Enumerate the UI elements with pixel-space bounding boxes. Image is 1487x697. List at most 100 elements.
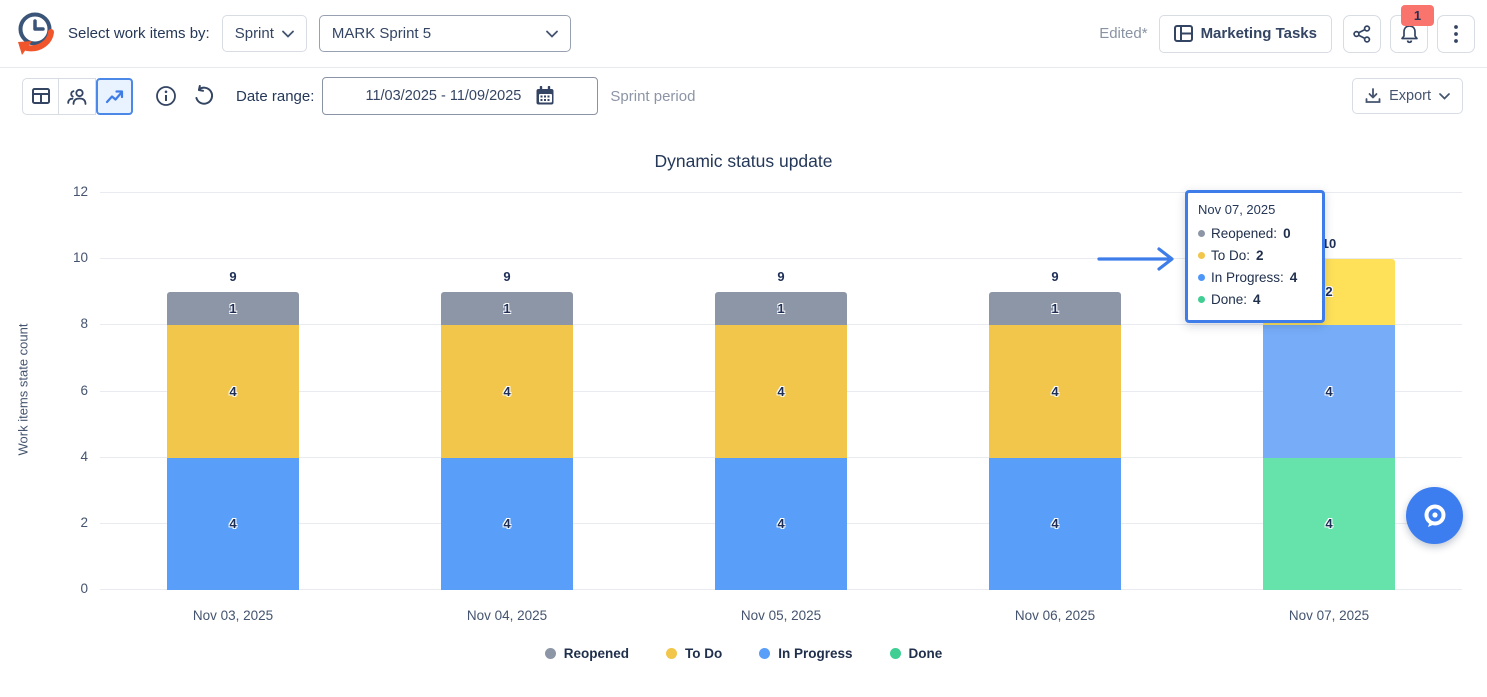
- info-icon: [156, 86, 176, 106]
- segment-value-label: 4: [1325, 515, 1333, 531]
- export-button[interactable]: Export: [1352, 78, 1463, 114]
- mode-dropdown-value: Sprint: [234, 25, 274, 42]
- bar-segment-done[interactable]: [1263, 457, 1395, 590]
- y-tick-label: 12: [72, 184, 88, 199]
- segment-value-label: 4: [1325, 383, 1333, 399]
- bell-icon: [1400, 24, 1418, 43]
- y-tick-label: 10: [72, 250, 88, 266]
- legend-item-done[interactable]: Done: [889, 646, 943, 661]
- chevron-down-icon: [546, 30, 558, 38]
- legend-dot: [759, 648, 771, 659]
- chart-legend: Reopened To Do In Progress Done: [0, 646, 1487, 661]
- share-icon: [1353, 24, 1371, 43]
- x-axis-label: Nov 05, 2025: [740, 608, 822, 623]
- legend-item-to-do[interactable]: To Do: [665, 646, 722, 661]
- download-icon: [1365, 88, 1381, 103]
- segment-value-label: 4: [229, 383, 237, 399]
- bar-segment-in-progress[interactable]: [441, 457, 573, 590]
- segment-value-label: 2: [1325, 284, 1333, 300]
- view-switcher: [22, 77, 133, 115]
- tooltip-series-value: 2: [1256, 247, 1264, 263]
- legend-label: Done: [908, 646, 943, 661]
- segment-value-label: 4: [229, 515, 237, 531]
- tooltip-row-reopened: Reopened: 0: [1198, 222, 1312, 244]
- support-widget-button[interactable]: [1406, 487, 1463, 544]
- x-axis-label: Nov 06, 2025: [1014, 608, 1096, 623]
- chart-view-button[interactable]: [96, 77, 133, 115]
- more-options-button[interactable]: [1437, 14, 1475, 53]
- chart-tooltip: Nov 07, 2025 Reopened: 0 To Do: 2 In Progr…: [1185, 190, 1325, 323]
- bar-segment-reopened[interactable]: [441, 292, 573, 326]
- y-tick-label: 8: [80, 316, 88, 332]
- bar-segment-reopened[interactable]: [715, 292, 847, 326]
- bar-segment-to-do[interactable]: [715, 325, 847, 458]
- segment-value-label: 4: [1051, 383, 1059, 399]
- bar-total-label: 9: [777, 269, 785, 285]
- edited-status-label: Edited*: [1099, 25, 1148, 42]
- gridline: [100, 192, 1462, 193]
- sprint-select-value: MARK Sprint 5: [331, 25, 432, 42]
- bar-segment-in-progress[interactable]: [1263, 325, 1395, 458]
- tooltip-dot: [1198, 273, 1205, 281]
- notification-count-badge: 1: [1401, 4, 1434, 26]
- legend-dot: [544, 648, 556, 659]
- date-range-input[interactable]: 11/03/2025 - 11/09/2025: [322, 77, 599, 115]
- table-view-button[interactable]: [22, 77, 59, 115]
- legend-item-reopened[interactable]: Reopened: [544, 646, 629, 661]
- bar-segment-to-do[interactable]: [441, 325, 573, 458]
- x-axis-label: Nov 03, 2025: [192, 608, 274, 623]
- chevron-down-icon: [282, 30, 294, 38]
- bar-segment-in-progress[interactable]: [167, 457, 299, 590]
- legend-item-in-progress[interactable]: In Progress: [759, 646, 853, 661]
- tooltip-dot: [1198, 229, 1205, 237]
- date-range-value: 11/03/2025 - 11/09/2025: [365, 88, 522, 104]
- chart-toolbar: Date range: 11/03/2025 - 11/09/2025 Spri…: [0, 68, 1487, 124]
- share-button[interactable]: [1343, 14, 1381, 53]
- select-work-items-label: Select work items by:: [68, 25, 210, 42]
- segment-value-label: 1: [777, 300, 785, 316]
- segment-value-label: 4: [777, 383, 785, 399]
- bar-segment-reopened[interactable]: [167, 292, 299, 326]
- support-widget-icon: [1424, 504, 1445, 527]
- plot-area: 0441904419044190441944210: [100, 192, 1462, 590]
- dynamic-status-chart: Dynamic status update Work items state c…: [0, 124, 1487, 697]
- legend-label: In Progress: [778, 646, 853, 661]
- notifications-button[interactable]: 1: [1390, 4, 1434, 53]
- legend-dot: [889, 648, 901, 659]
- stacked-bar-nov-06-2025[interactable]: 04419: [989, 193, 1121, 590]
- board-button[interactable]: Marketing Tasks: [1158, 14, 1332, 53]
- refresh-button[interactable]: [186, 78, 222, 114]
- refresh-icon: [195, 85, 214, 105]
- people-view-button[interactable]: [59, 77, 96, 115]
- board-button-label: Marketing Tasks: [1200, 25, 1317, 42]
- y-tick-label: 2: [80, 514, 88, 530]
- tooltip-series-value: 0: [1283, 225, 1291, 241]
- tooltip-series-label: To Do:: [1211, 247, 1251, 263]
- segment-value-label: 4: [503, 515, 511, 531]
- bar-segment-in-progress[interactable]: [989, 457, 1121, 590]
- info-button[interactable]: [148, 78, 184, 114]
- chevron-down-icon: [1439, 92, 1450, 100]
- bar-segment-to-do[interactable]: [167, 325, 299, 458]
- stacked-bar-nov-07-2025[interactable]: 4 4 2 10: [1263, 193, 1395, 590]
- tooltip-series-label: Reopened:: [1211, 225, 1278, 241]
- sprint-select[interactable]: MARK Sprint 5: [318, 15, 571, 52]
- stacked-bar-nov-05-2025[interactable]: 04419: [715, 193, 847, 590]
- bar-total-label: 9: [503, 269, 511, 285]
- segment-value-label: 4: [777, 515, 785, 531]
- legend-dot: [665, 648, 677, 659]
- people-icon: [67, 88, 87, 105]
- y-tick-label: 0: [80, 581, 88, 596]
- bar-segment-to-do[interactable]: [989, 325, 1121, 458]
- segment-value-label: 1: [503, 300, 511, 316]
- calendar-icon: [536, 86, 554, 105]
- stacked-bar-nov-04-2025[interactable]: 04419: [441, 193, 573, 590]
- chart-title: Dynamic status update: [654, 151, 833, 171]
- bar-segment-in-progress[interactable]: [715, 457, 847, 590]
- bar-segment-reopened[interactable]: [989, 292, 1121, 326]
- activitytimeline-logo-icon: [18, 12, 54, 55]
- stacked-bar-nov-03-2025[interactable]: 04419: [167, 193, 299, 590]
- bar-total-label: 9: [229, 269, 237, 285]
- work-items-mode-dropdown[interactable]: Sprint: [221, 15, 307, 52]
- segment-value-label: 4: [1051, 515, 1059, 531]
